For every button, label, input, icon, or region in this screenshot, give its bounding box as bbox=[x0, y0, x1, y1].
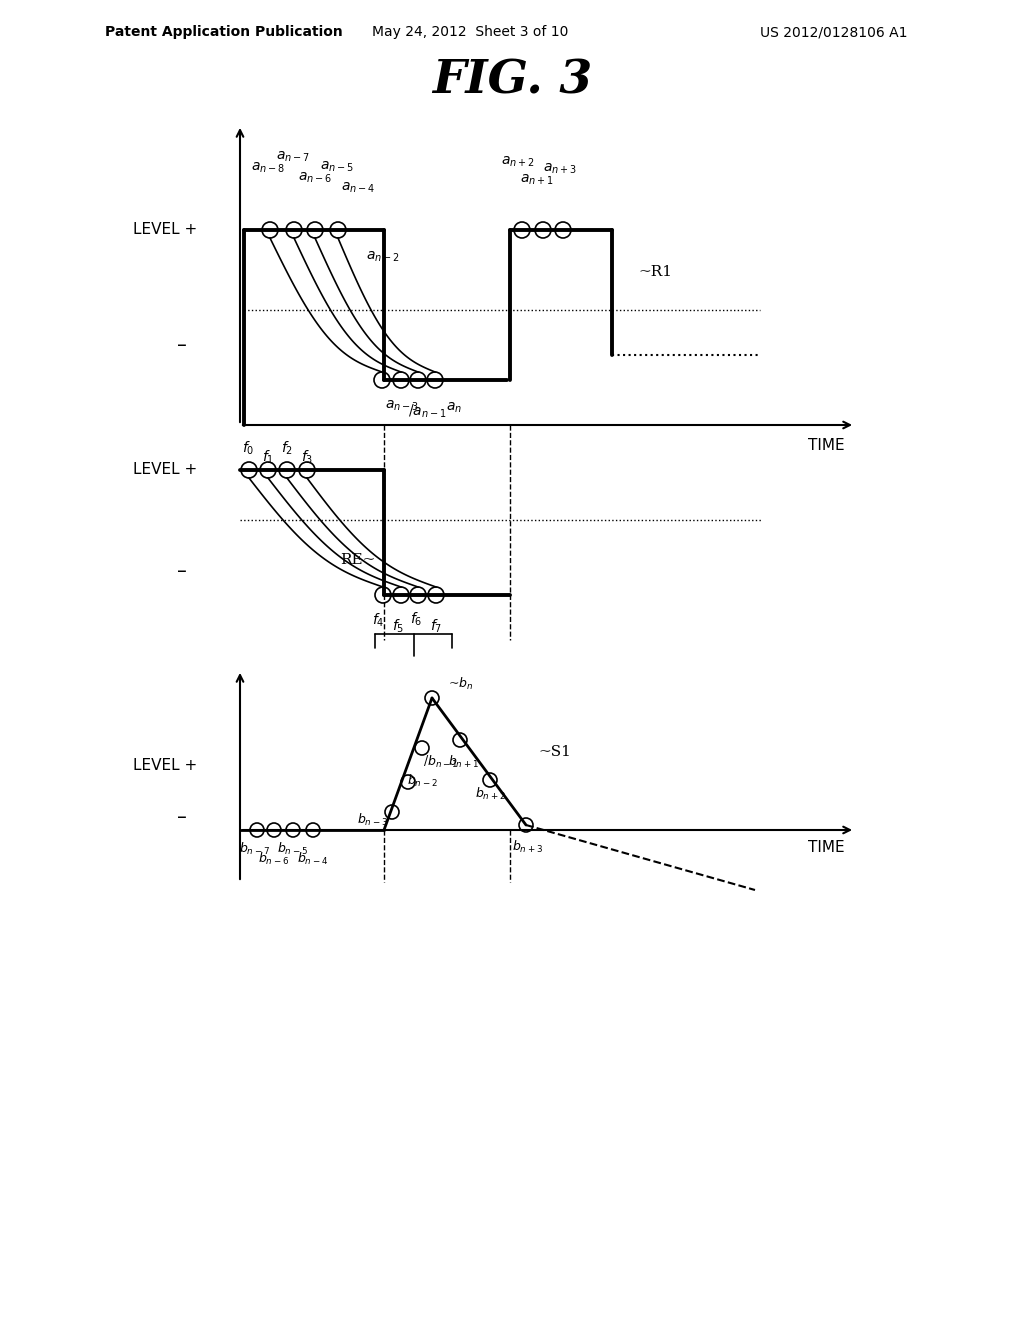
Text: $a_{n-7}$: $a_{n-7}$ bbox=[276, 149, 310, 164]
Text: TIME: TIME bbox=[808, 438, 845, 454]
Text: FIG. 3: FIG. 3 bbox=[432, 57, 592, 103]
Text: $f_4$: $f_4$ bbox=[372, 611, 384, 628]
Text: $a_{n-8}$: $a_{n-8}$ bbox=[251, 161, 285, 176]
Text: $f_1$: $f_1$ bbox=[262, 449, 274, 466]
Text: LEVEL +: LEVEL + bbox=[133, 758, 198, 772]
Text: /$b_{n-1}$: /$b_{n-1}$ bbox=[423, 754, 458, 770]
Text: $f_2$: $f_2$ bbox=[281, 440, 293, 457]
Text: ~$b_n$: ~$b_n$ bbox=[449, 676, 473, 692]
Text: $f_0$: $f_0$ bbox=[242, 440, 254, 457]
Text: $b_{n-3}$: $b_{n-3}$ bbox=[357, 812, 388, 828]
Text: $a_{n-2}$: $a_{n-2}$ bbox=[367, 249, 400, 264]
Text: $b_{n+3}$: $b_{n+3}$ bbox=[512, 840, 544, 855]
Text: $a_{n+1}$: $a_{n+1}$ bbox=[520, 173, 554, 187]
Text: –: – bbox=[177, 808, 187, 826]
Text: Patent Application Publication: Patent Application Publication bbox=[105, 25, 343, 40]
Text: $a_{n+2}$: $a_{n+2}$ bbox=[501, 154, 535, 169]
Text: $f_3$: $f_3$ bbox=[301, 449, 313, 466]
Text: $b_{n-7}$: $b_{n-7}$ bbox=[240, 841, 270, 857]
Text: RE~: RE~ bbox=[340, 553, 376, 568]
Text: ~R1: ~R1 bbox=[638, 265, 672, 279]
Text: $b_{n-5}$: $b_{n-5}$ bbox=[278, 841, 308, 857]
Text: $f_7$: $f_7$ bbox=[430, 618, 442, 635]
Text: –: – bbox=[177, 335, 187, 355]
Text: US 2012/0128106 A1: US 2012/0128106 A1 bbox=[760, 25, 907, 40]
Text: May 24, 2012  Sheet 3 of 10: May 24, 2012 Sheet 3 of 10 bbox=[372, 25, 568, 40]
Text: $b_{n+2}$: $b_{n+2}$ bbox=[474, 785, 506, 803]
Text: LEVEL +: LEVEL + bbox=[133, 462, 198, 478]
Text: $a_{n+3}$: $a_{n+3}$ bbox=[543, 162, 577, 176]
Text: $f_6$: $f_6$ bbox=[410, 610, 422, 628]
Text: $a_{n-3}$: $a_{n-3}$ bbox=[385, 399, 419, 413]
Text: $b_{n-6}$: $b_{n-6}$ bbox=[258, 851, 290, 867]
Text: $a_n$: $a_n$ bbox=[446, 401, 462, 416]
Text: TIME: TIME bbox=[808, 841, 845, 855]
Text: $b_{n-4}$: $b_{n-4}$ bbox=[297, 851, 329, 867]
Text: ~S1: ~S1 bbox=[538, 744, 570, 759]
Text: $a_{n-4}$: $a_{n-4}$ bbox=[341, 181, 375, 195]
Text: $b_{n-2}$: $b_{n-2}$ bbox=[407, 774, 438, 789]
Text: /$a_{n-1}$: /$a_{n-1}$ bbox=[408, 403, 446, 420]
Text: $a_{n-5}$: $a_{n-5}$ bbox=[319, 160, 354, 174]
Text: $b_{n+1}$: $b_{n+1}$ bbox=[447, 754, 478, 770]
Text: –: – bbox=[177, 562, 187, 582]
Text: $f_5$: $f_5$ bbox=[392, 618, 404, 635]
Text: LEVEL +: LEVEL + bbox=[133, 223, 198, 238]
Text: $a_{n-6}$: $a_{n-6}$ bbox=[298, 170, 332, 185]
